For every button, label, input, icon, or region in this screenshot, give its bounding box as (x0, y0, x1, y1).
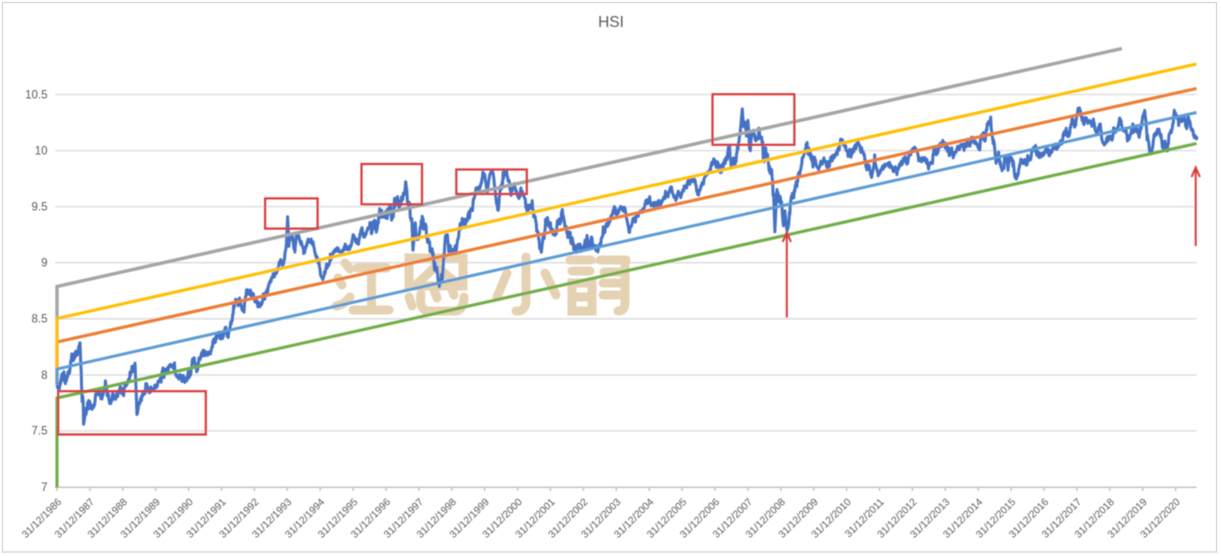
svg-text:HSI: HSI (598, 14, 624, 31)
svg-text:9.5: 9.5 (32, 201, 48, 213)
svg-text:7: 7 (41, 482, 47, 494)
svg-text:8.5: 8.5 (32, 314, 48, 326)
svg-text:8: 8 (41, 370, 47, 382)
svg-text:9: 9 (41, 258, 47, 270)
svg-text:7.5: 7.5 (32, 426, 48, 438)
svg-text:10: 10 (35, 145, 48, 157)
svg-text:10.5: 10.5 (25, 89, 47, 101)
